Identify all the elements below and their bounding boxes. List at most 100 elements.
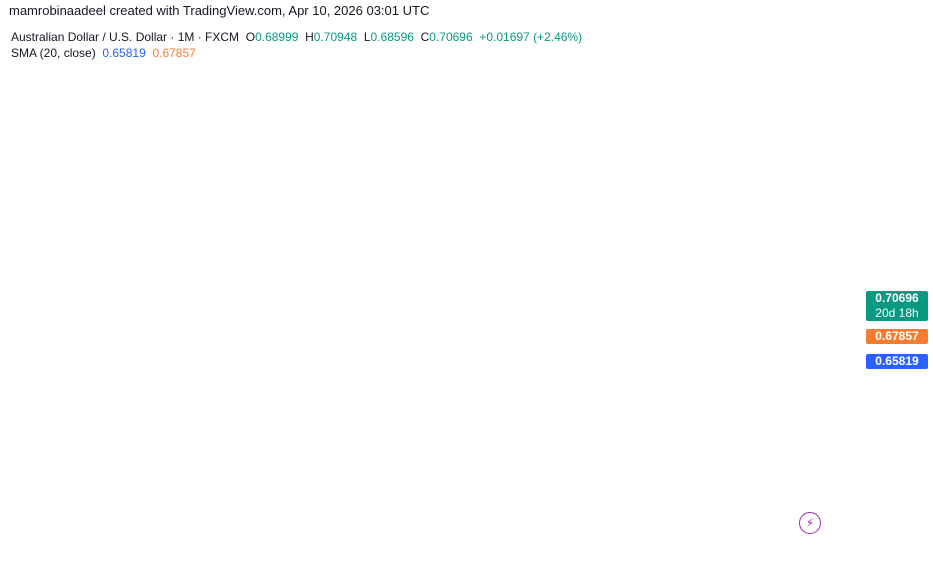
candle-up: [237, 209, 242, 241]
y-tick-label: 0.90000: [878, 56, 922, 70]
candle-up: [500, 245, 505, 282]
change-value: +0.01697 (+2.46%): [479, 30, 583, 44]
open-label: O: [245, 30, 256, 44]
candle-down: [717, 370, 722, 411]
candle-up: [642, 358, 647, 392]
candle-up: [522, 277, 527, 302]
candle-up: [94, 281, 99, 294]
candle-up: [551, 311, 556, 324]
candle-down: [225, 206, 230, 230]
candle-down: [460, 223, 465, 236]
symbol-name: Australian Dollar / U.S. Dollar · 1M · F…: [11, 30, 240, 44]
candle-up: [694, 338, 699, 367]
candle-up: [402, 350, 407, 371]
candle-up: [397, 370, 402, 415]
candle-down: [494, 271, 499, 282]
candle-up: [420, 263, 425, 292]
candle-up: [740, 384, 745, 403]
candle-down: [557, 311, 562, 330]
candle-down: [425, 263, 430, 291]
candle-down: [391, 370, 396, 415]
symbol-legend[interactable]: Australian Dollar / U.S. Dollar · 1M · F…: [11, 30, 582, 44]
candle-down: [248, 179, 253, 217]
lightning-bolt-icon[interactable]: ⚡: [799, 512, 821, 534]
candle-up: [174, 238, 179, 283]
candle-up: [471, 218, 476, 222]
sma-legend[interactable]: SMA (20, close) 0.65819 0.67857: [11, 46, 196, 60]
candle-down: [157, 229, 162, 235]
candle-up: [511, 276, 516, 296]
candle-up: [574, 337, 579, 385]
candle-down: [602, 348, 607, 359]
candle-down: [385, 348, 390, 371]
candle-up: [723, 406, 727, 411]
candle-down: [380, 307, 384, 349]
candle-up: [797, 295, 802, 310]
candle-up: [88, 293, 93, 308]
candle-down: [368, 322, 373, 340]
x-tick-label: 2019: [300, 542, 327, 556]
candle-up: [111, 293, 116, 303]
candle-down: [82, 296, 87, 308]
candle-down: [477, 218, 482, 249]
candle-down: [294, 281, 299, 301]
candle-down: [757, 364, 762, 381]
candle-up: [568, 384, 573, 386]
candle-down: [608, 358, 613, 372]
x-tick-label: 2020: [369, 542, 396, 556]
candle-up: [665, 369, 670, 372]
candle-up: [465, 221, 470, 236]
candle-down: [219, 193, 224, 207]
candle-down: [71, 222, 76, 272]
candle-up: [54, 197, 59, 234]
last-price-tag: 0.70696 20d 18h: [866, 291, 928, 321]
candle-down: [334, 303, 339, 319]
candle-up: [339, 307, 344, 319]
candle-down: [591, 302, 596, 344]
x-tick-label: 2017: [163, 542, 190, 556]
candle-down: [711, 361, 716, 371]
candle-up: [682, 350, 687, 354]
candle-down: [774, 358, 779, 367]
candle-up: [299, 271, 304, 301]
candle-down: [31, 124, 36, 166]
candle-up: [242, 179, 247, 210]
y-tick-label: 0.60000: [878, 427, 922, 441]
candle-up: [208, 187, 213, 225]
candle-up: [677, 353, 682, 375]
candle-down: [688, 350, 693, 367]
candle-down: [631, 374, 636, 381]
candle-up: [357, 340, 362, 344]
candle-down: [214, 187, 219, 194]
candle-up: [734, 402, 739, 408]
high-label: H: [305, 30, 314, 44]
candle-down: [25, 88, 30, 125]
candle-down: [145, 235, 150, 246]
candle-down: [654, 332, 659, 364]
candle-up: [99, 274, 104, 282]
candle-down: [534, 249, 539, 302]
candle-down: [505, 245, 510, 296]
candle-up: [791, 310, 796, 351]
candle-up: [362, 322, 367, 341]
high-value: 0.70948: [313, 30, 358, 44]
candle-down: [271, 240, 276, 261]
candle-down: [231, 229, 236, 241]
candle-up: [179, 227, 184, 239]
candle-up: [408, 322, 413, 351]
candle-down: [328, 297, 333, 304]
candle-down: [128, 235, 133, 282]
candle-down: [345, 307, 350, 330]
bar-countdown: 20d 18h: [875, 306, 919, 320]
candle-down: [637, 380, 642, 392]
chart-credit: mamrobinaadeel created with TradingView.…: [9, 3, 430, 18]
candle-down: [803, 295, 808, 323]
candle-up: [780, 366, 785, 368]
candle-up: [808, 301, 813, 323]
candle-up: [151, 229, 156, 246]
x-tick-label: 2018: [231, 542, 258, 556]
candle-down: [37, 165, 41, 214]
candle-down: [282, 256, 287, 286]
candle-up: [454, 223, 459, 231]
